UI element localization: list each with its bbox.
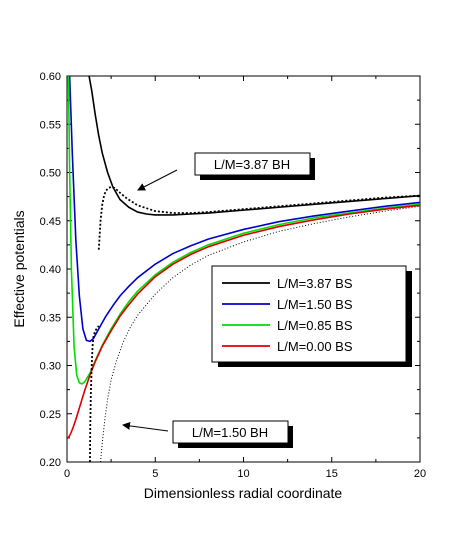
y-tick-label: 0.20 <box>40 457 61 469</box>
y-tick-label: 0.45 <box>40 216 61 228</box>
legend: L/M=3.87 BS L/M=1.50 BS L/M=0.85 BS L/M=0.0… <box>211 265 412 367</box>
y-tick-label: 0.35 <box>40 312 61 324</box>
series-line-l-m-0-85-bs <box>67 76 420 385</box>
legend-label: L/M=1.50 BS <box>277 297 353 312</box>
annotation-1-50-bh-box <box>172 420 289 444</box>
annotation-3-87-bh: L/M=3.87 BH <box>137 152 315 191</box>
y-tick-label: 0.55 <box>40 119 61 131</box>
legend-label: L/M=0.85 BS <box>277 318 353 333</box>
x-tick-label: 15 <box>326 468 338 480</box>
annotation-1-50-bh-text: L/M=1.50 BH <box>192 425 268 440</box>
annotation-3-87-bh-box <box>194 152 311 176</box>
annotation-1-50-bh: L/M=1.50 BH <box>122 420 293 448</box>
y-tick-label: 0.30 <box>40 361 61 373</box>
y-axis-label: Effective potentials <box>11 210 27 327</box>
series-lines <box>67 76 420 462</box>
x-tick-label: 10 <box>237 468 249 480</box>
legend-label: L/M=3.87 BS <box>277 276 353 291</box>
legend-label: L/M=0.00 BS <box>277 339 353 354</box>
series-line-l-m-0-00-bh <box>100 205 420 462</box>
x-axis-label: Dimensionless radial coordinate <box>144 485 343 501</box>
axis-tick-labels: 0 5 10 15 20 0.20 0.25 0.30 0.35 0.40 0.45 0.50 0.55… <box>40 71 427 480</box>
y-tick-label: 0.25 <box>40 409 61 421</box>
series-line-l-m-3-87-bs <box>88 76 420 216</box>
series-line-l-m-3-87-bh <box>97 186 420 250</box>
annotation-3-87-bh-text: L/M=3.87 BH <box>214 157 290 172</box>
x-tick-label: 5 <box>152 468 158 480</box>
series-line-l-m-0-00-bs <box>67 204 420 440</box>
series-line-l-m-1-50-bs <box>68 76 420 343</box>
y-tick-label: 0.40 <box>40 264 61 276</box>
y-tick-label: 0.50 <box>40 168 61 180</box>
y-tick-label: 0.60 <box>40 71 61 83</box>
x-tick-label: 0 <box>64 468 70 480</box>
annotation-3-87-bh-arrow <box>137 169 178 191</box>
series-line-l-m-1-50-bh <box>89 325 100 462</box>
annotation-1-50-bh-arrow <box>122 421 169 432</box>
x-tick-label: 20 <box>414 468 426 480</box>
